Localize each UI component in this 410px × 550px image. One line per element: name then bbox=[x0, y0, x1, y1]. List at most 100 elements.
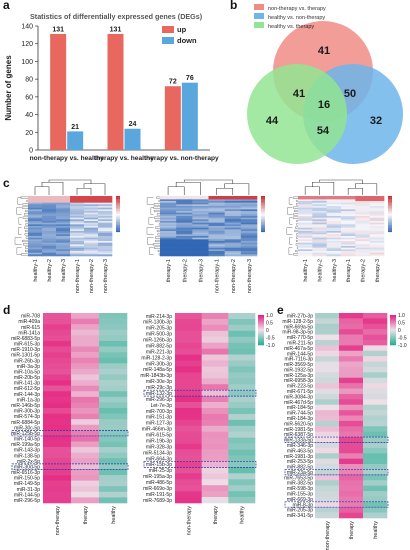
color-scale-step bbox=[388, 196, 392, 198]
heatmap-cell bbox=[240, 199, 258, 202]
bar-up-therapy-vs-healthy bbox=[107, 33, 124, 150]
heatmap-cell bbox=[240, 204, 258, 207]
heatmap-cell bbox=[176, 234, 193, 237]
heatmap-cell bbox=[175, 497, 202, 504]
heatmap-cell bbox=[312, 247, 327, 250]
heatmap-cell bbox=[56, 226, 71, 228]
heatmap-cell bbox=[355, 232, 370, 235]
color-scale-step bbox=[390, 320, 396, 322]
heatmap-cell bbox=[312, 237, 327, 240]
heatmap-cell bbox=[208, 237, 225, 240]
heatmap-cell bbox=[355, 212, 370, 215]
heatmap-cell bbox=[208, 222, 225, 225]
heatmap-cell bbox=[312, 211, 327, 213]
heatmap-cell bbox=[208, 206, 225, 208]
gene-label-mir-1981-3p: miR-1981-3p bbox=[284, 454, 313, 460]
heatmap-cell bbox=[43, 486, 72, 493]
heatmap-cell bbox=[326, 196, 342, 198]
heatmap-cell bbox=[326, 206, 342, 208]
color-scale-step bbox=[116, 227, 120, 229]
heatmap-cell bbox=[228, 396, 256, 403]
color-scale-step bbox=[388, 211, 392, 213]
heatmap-cell bbox=[56, 202, 71, 205]
heatmap-cell bbox=[326, 209, 342, 212]
heatmap-cell bbox=[369, 211, 385, 213]
color-scale-label: 0.5 bbox=[398, 321, 405, 327]
bar-up-therapy-vs-non-therapy bbox=[164, 86, 181, 150]
heatmap-cell bbox=[176, 252, 193, 255]
gene-label-mir-30e-3p: miR-30e-3p bbox=[146, 379, 172, 385]
heatmap-cell bbox=[84, 226, 99, 228]
heatmap-cell bbox=[70, 249, 85, 252]
color-scale-step bbox=[261, 210, 265, 212]
heatmap-cell bbox=[315, 372, 340, 379]
heatmap-cell bbox=[339, 464, 364, 470]
color-scale-step bbox=[390, 323, 396, 325]
heatmap-cell bbox=[56, 229, 71, 232]
color-scale-step bbox=[390, 344, 396, 346]
heatmap-cell bbox=[70, 221, 85, 223]
heatmap-cell bbox=[99, 469, 128, 476]
color-scale-step bbox=[388, 203, 392, 205]
heatmap-c-3 bbox=[298, 196, 385, 257]
heatmap-cell bbox=[228, 372, 256, 379]
heatmap-cell bbox=[175, 354, 202, 361]
heatmap-cell bbox=[70, 247, 85, 250]
heatmap-cell bbox=[56, 237, 71, 240]
gene-label-mir-6883-5p: miR-6883-5p bbox=[11, 336, 40, 342]
color-scale-step bbox=[258, 319, 264, 321]
heatmap-cell bbox=[70, 242, 85, 245]
heatmap-cell bbox=[369, 206, 385, 208]
gene-label-mir-144-5p: miR-144-5p bbox=[287, 351, 313, 357]
sample-label-healthy-2: healthy-2 bbox=[318, 259, 324, 282]
heatmap-cell bbox=[201, 485, 229, 492]
heatmap-cell bbox=[201, 419, 229, 427]
heatmap-cell bbox=[228, 431, 256, 438]
gene-label-mir-138-5p: miR-138-5p bbox=[14, 453, 40, 459]
legend-label-up: up bbox=[177, 25, 187, 34]
heatmap-cell bbox=[326, 254, 342, 257]
color-scale-step bbox=[390, 318, 396, 320]
color-scale-step bbox=[258, 344, 264, 346]
color-scale-step bbox=[116, 226, 120, 228]
color-scale-step bbox=[261, 223, 265, 225]
heatmap-cell bbox=[99, 491, 128, 498]
heatmap-cell bbox=[28, 237, 43, 240]
color-scale-step bbox=[116, 202, 120, 204]
heatmap-cell bbox=[355, 251, 370, 253]
heatmap-cell bbox=[208, 236, 225, 238]
heatmap-cell bbox=[315, 431, 340, 438]
heatmap-cell bbox=[42, 251, 57, 253]
gene-label-mir-141a: miR-141a bbox=[18, 330, 40, 336]
column-label-non-therapy: non-therapy bbox=[55, 506, 61, 536]
heatmap-cell bbox=[176, 199, 193, 202]
heatmap-cell bbox=[315, 442, 340, 449]
color-scale-step bbox=[258, 321, 264, 323]
gene-label-mir-615: miR-615 bbox=[21, 325, 40, 331]
color-scale-step bbox=[116, 204, 120, 206]
gene-label-mir-98-3p-5p: miR-98-3p-5p bbox=[282, 330, 313, 336]
heatmap-cell bbox=[70, 214, 85, 217]
heatmap-cell bbox=[224, 206, 242, 208]
heatmap-cell bbox=[70, 236, 85, 238]
heatmap-cell bbox=[160, 209, 177, 212]
heatmap-cell bbox=[192, 199, 209, 202]
heatmap-cell bbox=[43, 469, 72, 476]
heatmap-cell bbox=[355, 211, 370, 213]
row-dendrogram bbox=[286, 196, 298, 256]
gene-label-mir-223-5p: miR-223-5p bbox=[287, 384, 313, 390]
heatmap-cell bbox=[43, 391, 72, 398]
venn-diagram: non-therapy vs. therapy healthy vs. non-… bbox=[247, 4, 403, 164]
heatmap-cell bbox=[42, 242, 57, 245]
color-scale-step bbox=[261, 222, 265, 224]
color-scale-step bbox=[116, 211, 120, 213]
heatmap-cell bbox=[326, 214, 342, 217]
color-scale-step bbox=[116, 197, 120, 199]
gene-label-mir-27b-3p: miR-27b-3p bbox=[287, 313, 313, 319]
heatmap-cell bbox=[43, 335, 72, 342]
heatmap-cell bbox=[208, 247, 225, 250]
heatmap-cell bbox=[84, 231, 99, 233]
heatmap-cell bbox=[175, 461, 202, 468]
heatmap-cell bbox=[369, 209, 385, 212]
heatmap-cell bbox=[326, 226, 342, 228]
